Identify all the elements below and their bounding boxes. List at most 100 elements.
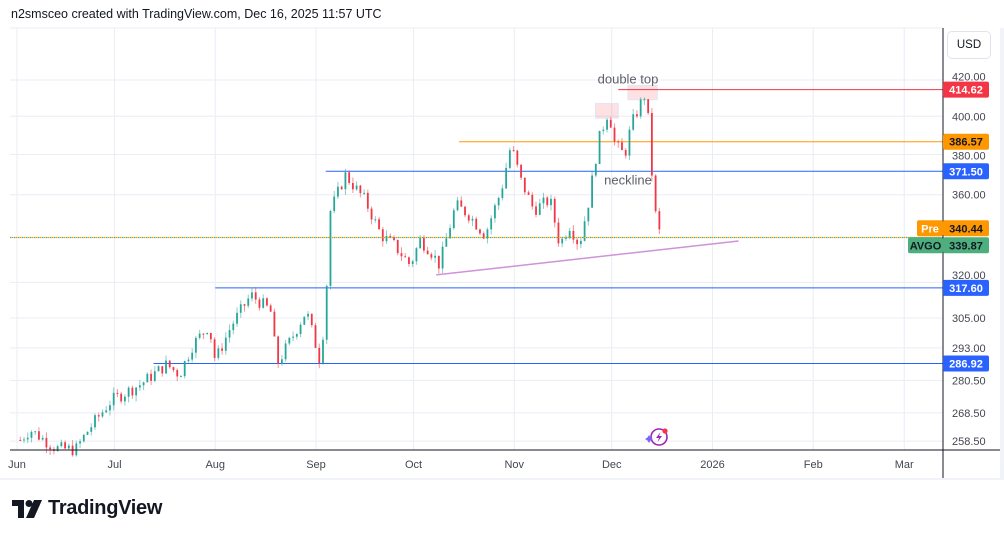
candle — [153, 366, 156, 383]
candle-body — [583, 221, 586, 241]
candle — [310, 313, 313, 328]
candle-body — [236, 312, 238, 324]
candle-body — [565, 237, 567, 239]
candle — [303, 316, 306, 326]
candle — [553, 196, 556, 228]
price-tick-label: 305.00 — [952, 313, 986, 325]
level-badge-bg — [943, 81, 989, 98]
candle-body — [165, 360, 167, 374]
candle — [568, 227, 571, 240]
time-tick-label: 2026 — [700, 459, 724, 471]
candle-body — [168, 360, 171, 368]
right-edge — [1000, 28, 1004, 478]
tradingview-logo-icon — [12, 499, 42, 518]
candle — [508, 147, 511, 170]
candle — [138, 380, 141, 392]
candle-body — [75, 443, 78, 456]
candle — [505, 162, 508, 190]
candle — [624, 148, 627, 159]
highlight-box — [627, 84, 658, 101]
currency-button[interactable]: USD — [947, 31, 991, 59]
time-tick-label: Aug — [205, 459, 225, 471]
candle — [445, 232, 448, 247]
candle — [191, 348, 194, 363]
highlight-box — [595, 102, 619, 119]
candle-body — [437, 255, 440, 269]
candles — [19, 97, 661, 457]
candle-body — [535, 206, 537, 215]
level-badge: 414.62 — [949, 85, 983, 97]
candle-body — [378, 219, 380, 230]
candle-body — [105, 410, 108, 413]
candle — [165, 355, 167, 375]
candle — [337, 181, 339, 200]
candle — [161, 366, 164, 377]
price-tick-label: 360.00 — [952, 190, 986, 202]
time-tick-label: Dec — [602, 459, 622, 471]
candle-body — [643, 99, 646, 101]
candle-body — [221, 348, 223, 351]
candle-body — [419, 238, 422, 249]
candle-body — [527, 192, 530, 195]
candle — [157, 365, 160, 372]
candle — [38, 427, 40, 441]
candle — [374, 216, 377, 223]
candle-body — [550, 198, 552, 206]
time-axis[interactable]: Jun Jul Aug Sep Oct Nov Dec 2026 Feb Mar — [8, 459, 914, 471]
candle-body — [396, 239, 399, 254]
candle — [404, 253, 407, 258]
candle — [523, 177, 526, 195]
price-axis[interactable]: 420.00 400.00 380.00 360.00 320.00 305.00 293.… — [952, 72, 986, 449]
candle — [647, 99, 650, 115]
lightning-icon[interactable] — [645, 428, 668, 446]
candle — [366, 189, 369, 213]
candle — [146, 372, 149, 383]
candle — [228, 324, 231, 343]
candle-body — [449, 228, 451, 239]
candle — [520, 164, 522, 181]
candle-body — [456, 200, 459, 211]
candle-body — [303, 316, 306, 325]
grid — [10, 27, 943, 450]
candle — [654, 174, 657, 214]
candle — [430, 252, 433, 261]
candle — [512, 146, 515, 152]
candle — [606, 118, 608, 133]
candle — [482, 231, 485, 240]
chart-caption: n2smsceo created with TradingView.com, D… — [11, 7, 382, 21]
candle — [643, 97, 646, 105]
candle-body — [101, 412, 104, 417]
candle-body — [408, 257, 410, 264]
candle-body — [479, 229, 481, 234]
candle — [64, 440, 66, 450]
candle-body — [329, 211, 332, 286]
candle — [221, 343, 223, 355]
candle — [30, 430, 33, 443]
candle-body — [538, 203, 541, 215]
candle-body — [86, 431, 89, 435]
horizontal-levels[interactable] — [153, 89, 944, 365]
candle — [325, 284, 328, 345]
candle — [621, 138, 623, 151]
candle-body — [351, 182, 354, 190]
candle-body — [307, 313, 309, 317]
candle-body — [82, 434, 85, 442]
candle — [437, 255, 440, 274]
candle-body — [467, 215, 470, 221]
candle — [378, 217, 380, 230]
candle — [423, 235, 425, 254]
candle — [531, 192, 534, 210]
tradingview-logo[interactable]: TradingView — [12, 497, 162, 520]
candle-body — [344, 172, 347, 190]
price-tick-label: 280.50 — [952, 375, 986, 387]
candle-body — [97, 415, 100, 417]
candle-body — [385, 235, 388, 242]
price-tick-label: 293.00 — [952, 343, 986, 355]
candle — [497, 196, 500, 210]
candle-body — [213, 339, 216, 358]
level-badge-bg — [943, 355, 989, 372]
candle-body — [348, 172, 351, 183]
candle-body — [523, 177, 526, 193]
candle-body — [430, 254, 433, 258]
